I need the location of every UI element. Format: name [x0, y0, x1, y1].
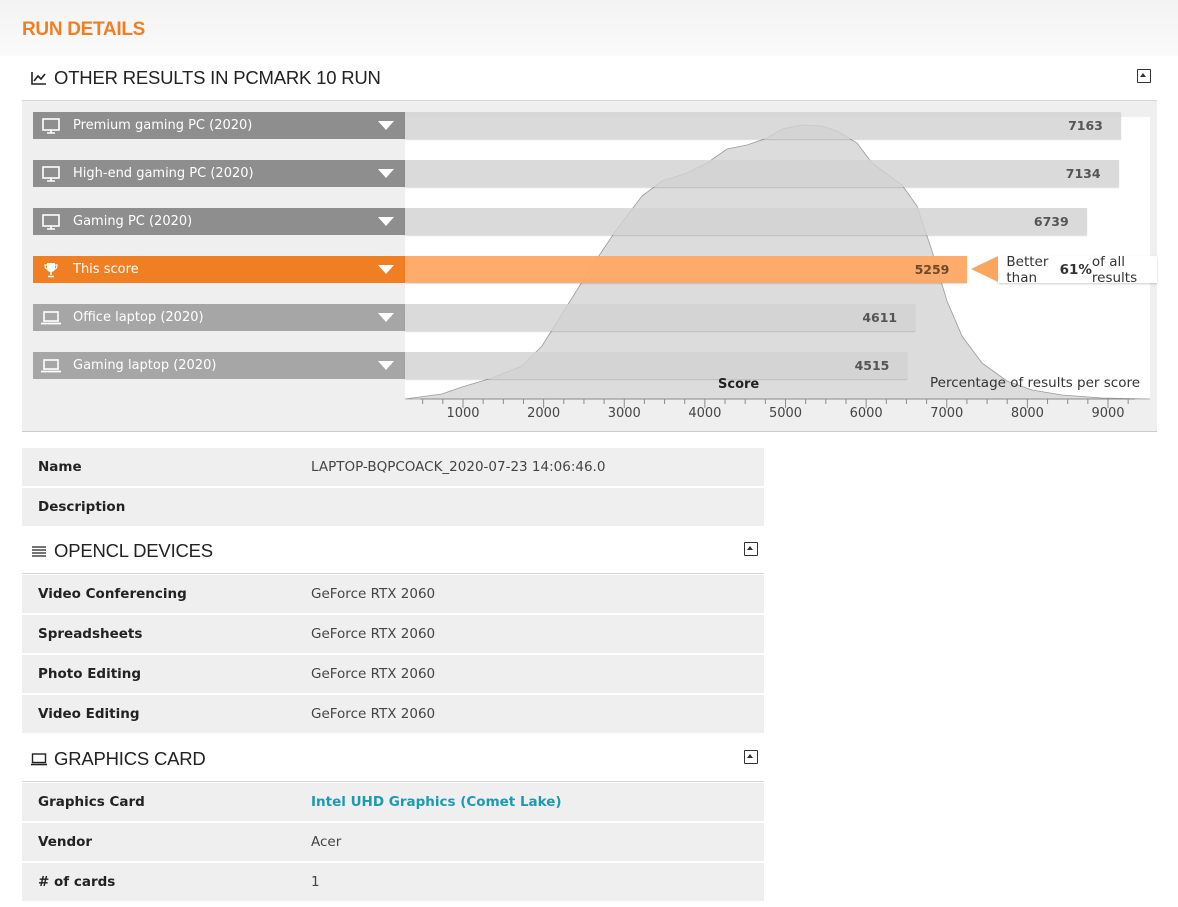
collapse-button[interactable] — [1137, 69, 1151, 83]
score-row-label: Gaming laptop (2020) — [73, 358, 217, 373]
chevron-down-icon[interactable] — [378, 217, 394, 226]
score-value: 7163 — [1068, 118, 1103, 133]
score-row-dropdown[interactable]: Office laptop (2020) — [33, 304, 405, 331]
chevron-down-icon[interactable] — [378, 121, 394, 130]
trophy-icon — [40, 261, 62, 279]
info-row: Photo Editing GeForce RTX 2060 — [22, 655, 764, 695]
info-row: Vendor Acer — [22, 823, 764, 863]
score-bar: 5259 — [405, 256, 968, 283]
info-value-link[interactable]: Intel UHD Graphics (Comet Lake) — [311, 794, 562, 810]
info-key: Graphics Card — [38, 794, 145, 810]
desktop-icon — [40, 213, 62, 231]
info-key: Description — [38, 499, 126, 515]
info-key: Vendor — [38, 834, 93, 850]
opencl-header: OPENCL DEVICES — [22, 529, 764, 574]
score-value: 6739 — [1033, 214, 1069, 229]
info-row: Graphics Card Intel UHD Graphics (Comet L… — [22, 783, 764, 823]
opencl-section: OPENCL DEVICES Video Conferencing GeForce… — [22, 529, 764, 735]
info-row: Description — [22, 488, 764, 528]
info-value: GeForce RTX 2060 — [311, 706, 436, 722]
other-results-section: OTHER RESULTS IN PCMARK 10 RUN Premium g… — [22, 56, 1157, 432]
run-info-table: Name LAPTOP-BQPCOACK_2020-07-23 14:06:46.… — [22, 448, 764, 528]
info-value: GeForce RTX 2060 — [311, 626, 436, 642]
info-value: LAPTOP-BQPCOACK_2020-07-23 14:06:46.0 — [311, 459, 606, 475]
info-value: GeForce RTX 2060 — [311, 666, 436, 682]
x-tick-label: 8000 — [1010, 406, 1044, 421]
score-value: 4515 — [854, 358, 890, 373]
info-row: # of cards 1 — [22, 863, 764, 903]
score-value: 4611 — [862, 310, 898, 325]
chevron-down-icon[interactable] — [378, 169, 394, 178]
score-row-label: Premium gaming PC (2020) — [73, 118, 253, 133]
laptop-icon — [40, 309, 62, 327]
info-row: Video Conferencing GeForce RTX 2060 — [22, 575, 764, 615]
score-value: 7134 — [1065, 166, 1101, 181]
x-tick-label: 9000 — [1091, 406, 1125, 421]
info-row: Spreadsheets GeForce RTX 2060 — [22, 615, 764, 655]
x-tick-label: 2000 — [527, 406, 561, 421]
info-value: 1 — [311, 874, 320, 890]
percentile-callout: Better than 61% of all results — [971, 253, 1157, 286]
callout-prefix: Better than — [1006, 253, 1049, 286]
collapse-button[interactable] — [744, 542, 758, 556]
x-tick-label: 6000 — [849, 406, 883, 421]
desktop-icon — [40, 117, 62, 135]
info-key: Name — [38, 459, 82, 475]
results-chart: Premium gaming PC (2020) 7163 High-end gam… — [22, 101, 1157, 432]
info-value: Acer — [311, 834, 342, 850]
line-chart-icon — [30, 69, 48, 87]
list-icon — [30, 542, 48, 560]
score-row-label: This score — [73, 262, 139, 277]
graphics-header: GRAPHICS CARD — [22, 737, 764, 782]
chevron-down-icon[interactable] — [378, 265, 394, 274]
x-tick-label: 7000 — [930, 406, 964, 421]
section-title: OPENCL DEVICES — [54, 540, 213, 561]
x-tick-label: 1000 — [446, 406, 480, 421]
callout-suffix: of all results — [1091, 253, 1138, 286]
desktop-icon — [40, 165, 62, 183]
graphics-section: GRAPHICS CARD Graphics Card Intel UHD Gra… — [22, 737, 764, 903]
info-key: Video Editing — [38, 706, 140, 722]
score-bar: 7134 — [405, 160, 1119, 187]
score-row-label: Gaming PC (2020) — [73, 214, 193, 229]
info-key: Spreadsheets — [38, 626, 143, 642]
score-value: 5259 — [914, 262, 950, 277]
score-bar: 4515 — [405, 352, 908, 379]
score-row-dropdown[interactable]: Gaming laptop (2020) — [33, 352, 405, 379]
monitor-icon — [30, 750, 48, 768]
chevron-down-icon[interactable] — [378, 313, 394, 322]
score-row-label: High-end gaming PC (2020) — [73, 166, 254, 181]
x-tick-label: 3000 — [607, 406, 641, 421]
page-title: RUN DETAILS — [22, 19, 146, 40]
header-background — [0, 0, 1178, 56]
score-bar: 4611 — [405, 304, 916, 331]
axis-title: Score — [718, 377, 760, 392]
info-key: Video Conferencing — [38, 586, 187, 602]
info-row: Name LAPTOP-BQPCOACK_2020-07-23 14:06:46.… — [22, 448, 764, 488]
callout-percent: 61% — [1059, 261, 1092, 278]
laptop-icon — [40, 357, 62, 375]
info-value: GeForce RTX 2060 — [311, 586, 436, 602]
score-bar: 7163 — [405, 112, 1121, 139]
score-row-dropdown[interactable]: This score — [33, 256, 405, 283]
info-row: Video Editing GeForce RTX 2060 — [22, 695, 764, 735]
x-tick-label: 4000 — [688, 406, 722, 421]
section-title: OTHER RESULTS IN PCMARK 10 RUN — [54, 67, 381, 88]
score-row-dropdown[interactable]: Gaming PC (2020) — [33, 208, 405, 235]
score-row-label: Office laptop (2020) — [73, 310, 204, 325]
collapse-button[interactable] — [744, 750, 758, 764]
score-row-dropdown[interactable]: High-end gaming PC (2020) — [33, 160, 405, 187]
section-title: GRAPHICS CARD — [54, 748, 206, 769]
score-row-dropdown[interactable]: Premium gaming PC (2020) — [33, 112, 405, 139]
chevron-down-icon[interactable] — [378, 361, 394, 370]
score-bar: 6739 — [405, 208, 1087, 235]
info-key: Photo Editing — [38, 666, 142, 682]
x-tick-label: 5000 — [768, 406, 803, 421]
info-key: # of cards — [38, 874, 116, 890]
other-results-header: OTHER RESULTS IN PCMARK 10 RUN — [22, 56, 1157, 101]
axis-note: Percentage of results per score — [930, 375, 1141, 391]
